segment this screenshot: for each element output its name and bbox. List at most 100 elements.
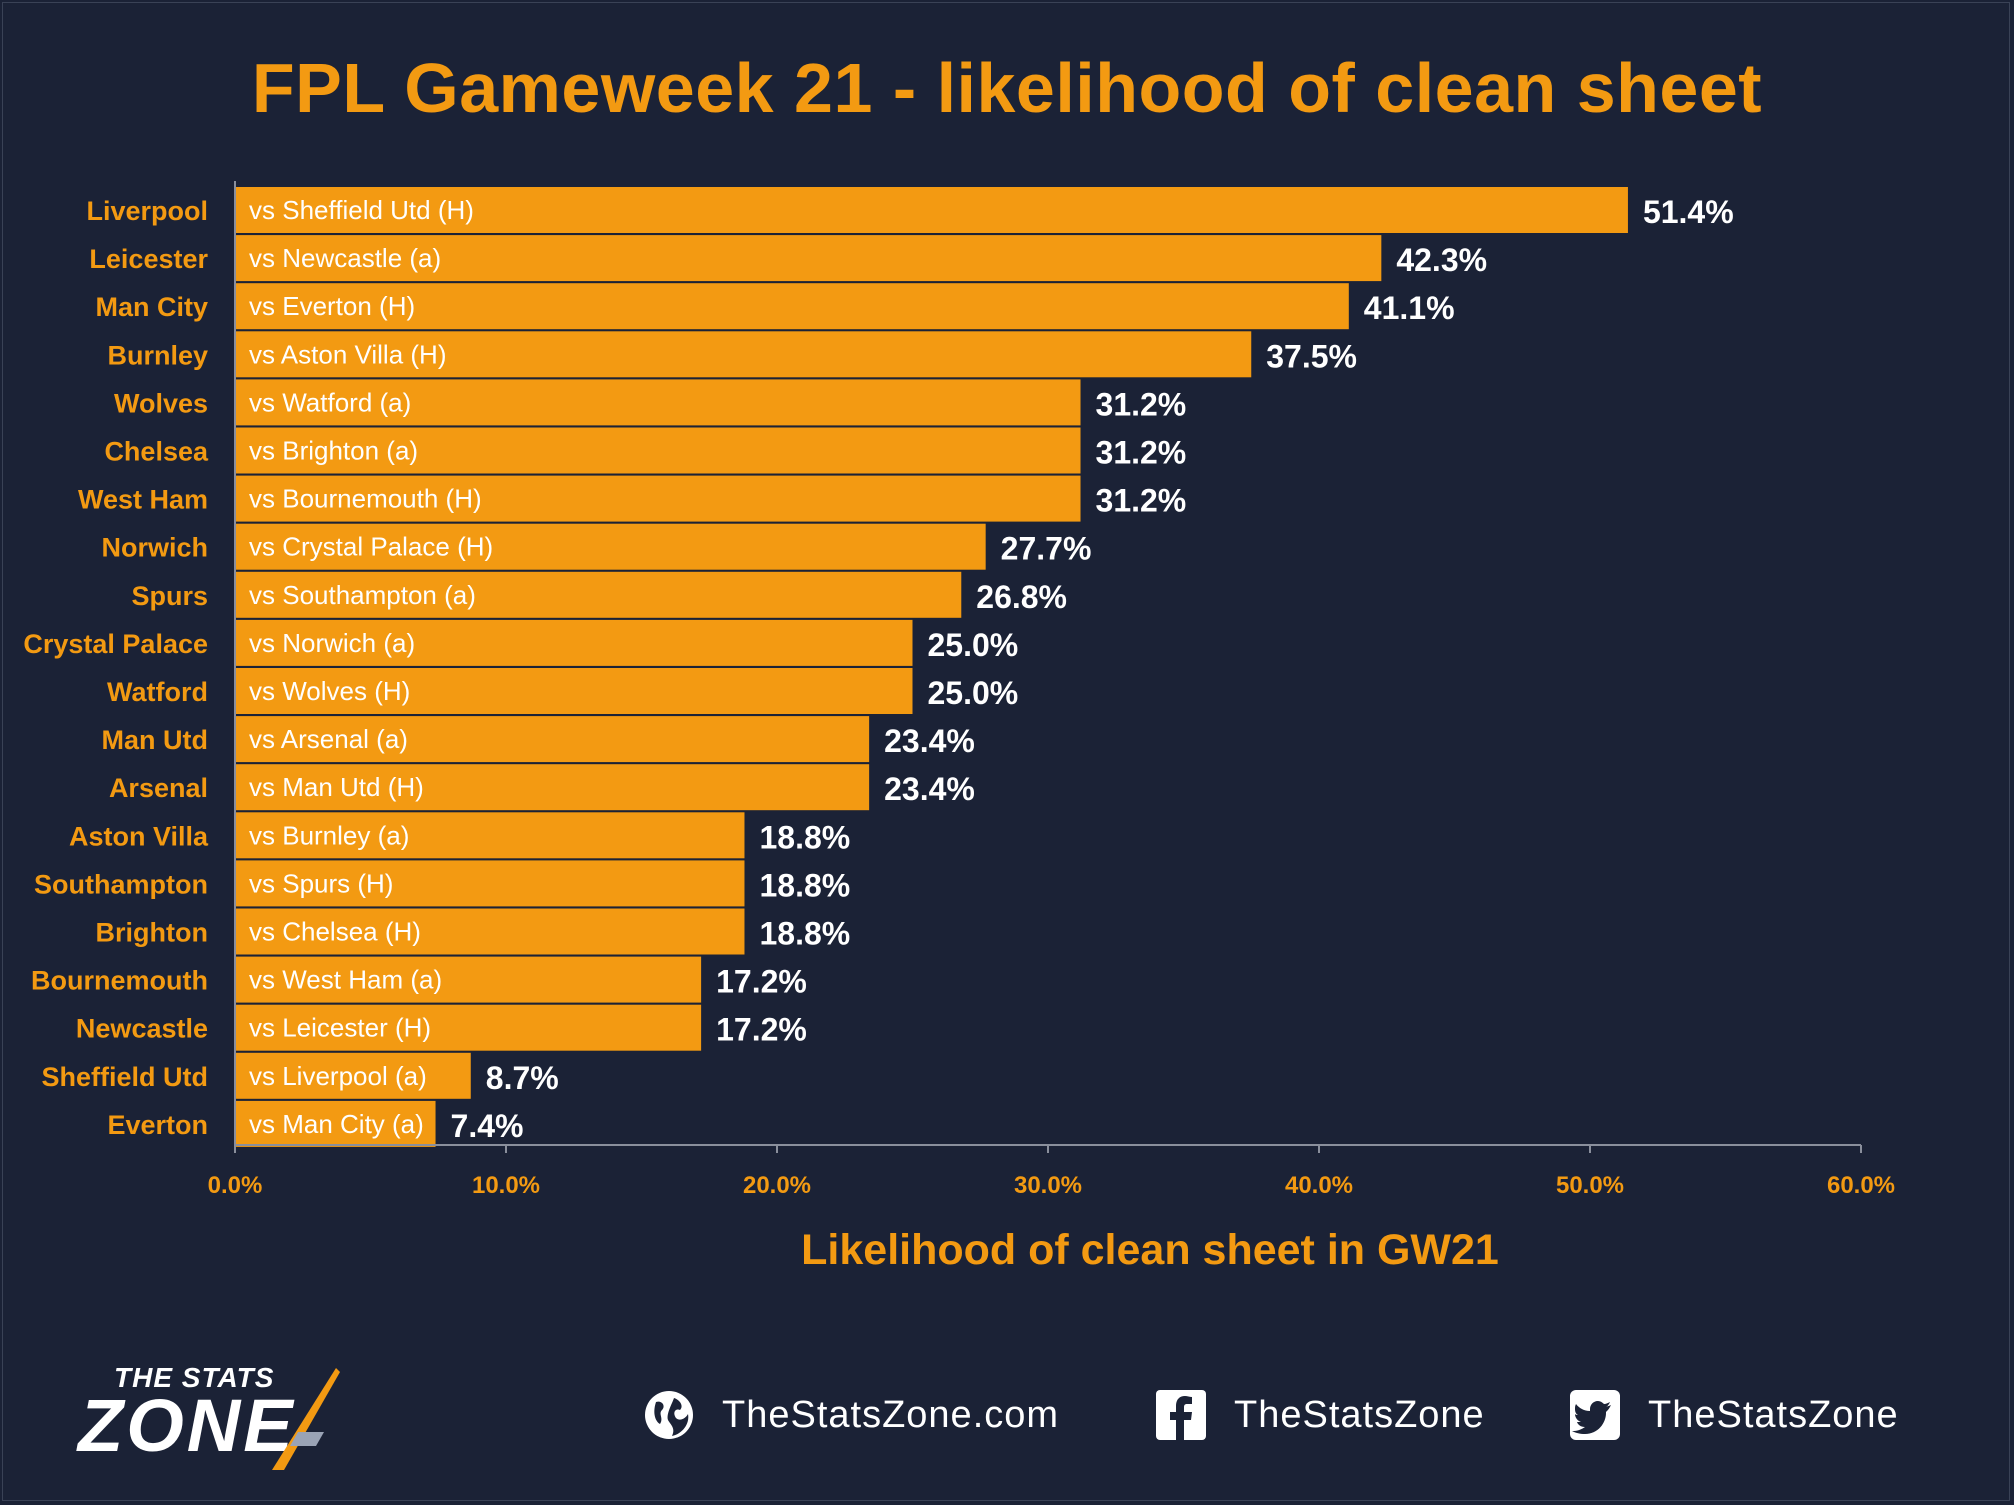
bar xyxy=(235,283,1349,330)
fixture-label: vs Newcastle (a) xyxy=(249,243,441,273)
chart-title: FPL Gameweek 21 - likelihood of clean sh… xyxy=(251,49,1763,127)
value-label: 25.0% xyxy=(928,675,1019,711)
x-tick-label: 20.0% xyxy=(743,1172,811,1199)
value-label: 17.2% xyxy=(716,964,807,1000)
fixture-label: vs Sheffield Utd (H) xyxy=(249,195,474,225)
bar xyxy=(235,764,870,811)
fixture-label: vs Arsenal (a) xyxy=(249,724,408,754)
team-label: Everton xyxy=(107,1110,208,1140)
bar xyxy=(235,668,913,714)
fixture-label: vs Everton (H) xyxy=(249,291,415,321)
value-label: 23.4% xyxy=(884,771,975,807)
fixture-label: vs Aston Villa (H) xyxy=(249,339,446,369)
fixture-label: vs Chelsea (H) xyxy=(249,917,421,947)
bar xyxy=(235,908,745,955)
bar xyxy=(235,379,1081,426)
bar xyxy=(235,571,962,618)
value-label: 51.4% xyxy=(1643,194,1734,230)
value-label: 23.4% xyxy=(884,723,975,759)
bar xyxy=(235,427,1081,474)
facebook-text: TheStatsZone xyxy=(1234,1393,1485,1436)
team-label: Watford xyxy=(107,677,208,707)
bar xyxy=(235,331,1252,378)
value-label: 8.7% xyxy=(486,1060,559,1096)
fixture-label: vs Brighton (a) xyxy=(249,436,418,466)
team-label: West Ham xyxy=(78,485,208,515)
team-label: Man Utd xyxy=(102,725,208,755)
twitter-icon xyxy=(1570,1390,1620,1440)
logo-swoosh-icon xyxy=(272,1368,340,1470)
value-label: 31.2% xyxy=(1096,483,1187,519)
fixture-label: vs Crystal Palace (H) xyxy=(249,532,493,562)
team-label: Wolves xyxy=(114,388,208,418)
team-label: Crystal Palace xyxy=(23,629,208,659)
value-label: 25.0% xyxy=(928,627,1019,663)
fixture-label: vs West Ham (a) xyxy=(249,965,442,995)
fixture-label: vs Spurs (H) xyxy=(249,868,393,898)
bar xyxy=(235,187,1628,233)
value-label: 17.2% xyxy=(716,1012,807,1048)
value-label: 31.2% xyxy=(1096,435,1187,471)
bar xyxy=(235,619,913,666)
value-label: 41.1% xyxy=(1364,290,1455,326)
fixture-label: vs Man Utd (H) xyxy=(249,772,424,802)
value-label: 18.8% xyxy=(759,867,850,903)
the-stats-zone-logo: THE STATS ZONE xyxy=(78,1362,428,1472)
team-label: Leicester xyxy=(89,244,208,274)
bar xyxy=(235,1100,436,1147)
fixture-label: vs Wolves (H) xyxy=(249,676,410,706)
bar xyxy=(235,956,702,1003)
team-label: Southampton xyxy=(34,869,208,899)
twitter-text: TheStatsZone xyxy=(1648,1393,1899,1436)
bar xyxy=(235,523,986,570)
value-label: 37.5% xyxy=(1266,338,1357,374)
team-label: Bournemouth xyxy=(31,966,208,996)
x-tick-label: 10.0% xyxy=(472,1172,540,1199)
team-label: Arsenal xyxy=(109,773,208,803)
bar xyxy=(235,812,745,859)
fixture-label: vs Leicester (H) xyxy=(249,1013,431,1043)
x-tick-label: 0.0% xyxy=(208,1172,263,1199)
team-label: Man City xyxy=(95,292,208,322)
logo-top-text: THE STATS xyxy=(114,1362,275,1393)
x-axis-title: Likelihood of clean sheet in GW21 xyxy=(801,1226,1499,1274)
bar xyxy=(235,475,1081,522)
bar xyxy=(235,1004,702,1051)
x-tick-label: 50.0% xyxy=(1556,1172,1624,1199)
facebook-link[interactable]: TheStatsZone xyxy=(1154,1385,1485,1445)
twitter-link[interactable]: TheStatsZone xyxy=(1568,1385,1899,1445)
value-label: 18.8% xyxy=(759,916,850,952)
bar xyxy=(235,716,870,763)
bar xyxy=(235,860,745,907)
x-tick-label: 30.0% xyxy=(1014,1172,1082,1199)
value-label: 18.8% xyxy=(759,819,850,855)
team-label: Aston Villa xyxy=(69,821,209,851)
value-label: 26.8% xyxy=(976,579,1067,615)
team-label: Spurs xyxy=(131,581,208,611)
globe-icon xyxy=(645,1391,693,1439)
value-label: 42.3% xyxy=(1396,242,1487,278)
fixture-label: vs Burnley (a) xyxy=(249,820,409,850)
bar xyxy=(235,1052,471,1099)
bar xyxy=(235,235,1382,282)
fixture-label: vs Bournemouth (H) xyxy=(249,484,482,514)
logo-main-text: ZONE xyxy=(78,1384,296,1467)
fixture-label: vs Man City (a) xyxy=(249,1109,424,1139)
website-text: TheStatsZone.com xyxy=(722,1393,1060,1436)
team-label: Norwich xyxy=(101,533,208,563)
bars-layer: Liverpool vs Sheffield Utd (H) 51.4% Leices… xyxy=(23,187,1734,1147)
x-tick-label: 40.0% xyxy=(1285,1172,1353,1199)
team-label: Burnley xyxy=(107,340,208,370)
team-label: Chelsea xyxy=(104,437,209,467)
x-axis: 0.0% 10.0% 20.0% 30.0% 40.0% 50.0% 60.0% xyxy=(208,181,1895,1199)
team-label: Sheffield Utd xyxy=(42,1062,209,1092)
team-label: Newcastle xyxy=(76,1014,208,1044)
value-label: 27.7% xyxy=(1001,531,1092,567)
fixture-label: vs Liverpool (a) xyxy=(249,1061,427,1091)
website-link[interactable]: TheStatsZone.com xyxy=(642,1385,1059,1445)
x-tick-label: 60.0% xyxy=(1827,1172,1895,1199)
team-label: Brighton xyxy=(96,918,208,948)
value-label: 31.2% xyxy=(1096,386,1187,422)
